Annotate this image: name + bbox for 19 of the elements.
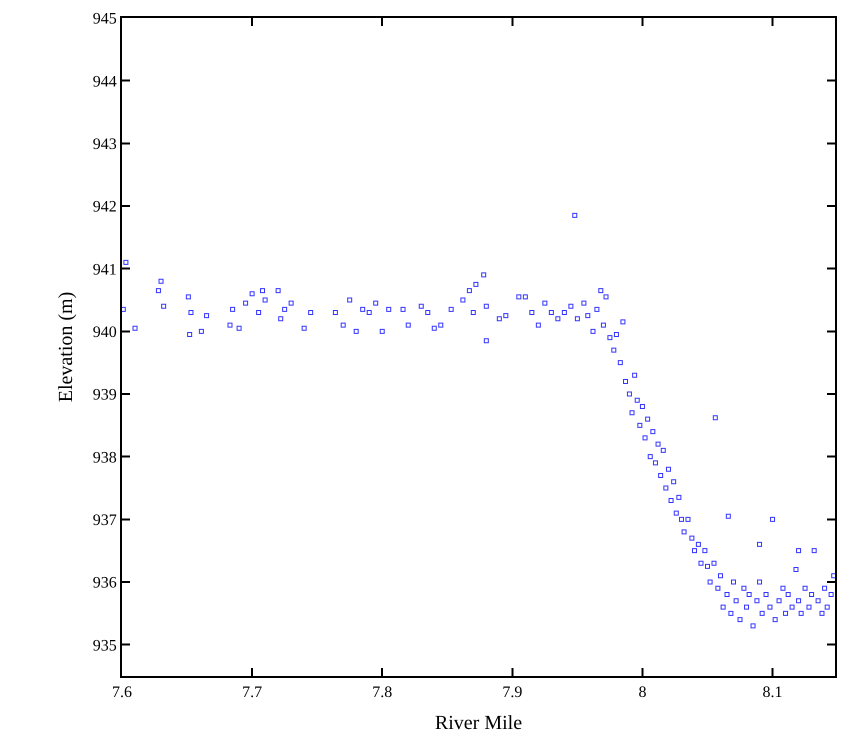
x-tick-label: 7.8 bbox=[372, 684, 392, 702]
y-tick-label: 936 bbox=[92, 574, 117, 592]
y-tick-label: 935 bbox=[92, 637, 117, 654]
y-tick-label: 943 bbox=[92, 136, 117, 153]
x-tick-label: 7.9 bbox=[502, 684, 522, 702]
x-tick-label: 8.1 bbox=[762, 684, 783, 702]
y-tick-label: 944 bbox=[92, 73, 117, 90]
y-tick-label: 945 bbox=[92, 10, 117, 28]
y-tick-label: 941 bbox=[92, 261, 117, 278]
x-axis-title: River Mile bbox=[434, 712, 522, 734]
y-axis-title: Elevation (m) bbox=[54, 292, 77, 402]
y-tick-label: 940 bbox=[92, 324, 117, 341]
y-tick-label: 939 bbox=[92, 386, 117, 404]
y-tick-label: 942 bbox=[92, 198, 117, 216]
x-tick-label: 8 bbox=[638, 684, 646, 702]
x-tick-label: 7.7 bbox=[242, 684, 262, 702]
y-tick-label: 937 bbox=[92, 512, 117, 529]
y-tick-label: 938 bbox=[92, 449, 117, 466]
x-tick-label: 7.6 bbox=[112, 684, 132, 702]
